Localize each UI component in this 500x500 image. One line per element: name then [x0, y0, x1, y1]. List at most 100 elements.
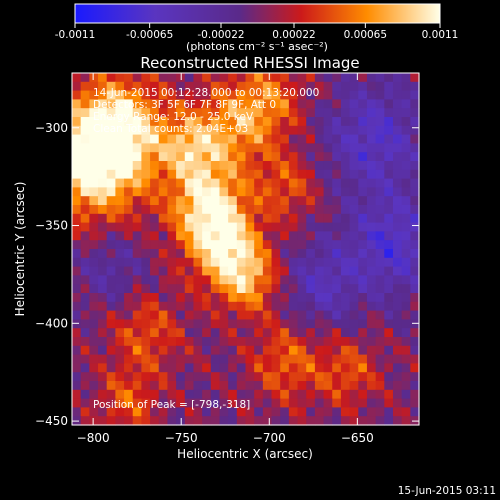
heatmap-cell — [340, 240, 351, 250]
heatmap-cell — [80, 152, 90, 162]
heatmap-cell — [340, 319, 351, 329]
heatmap-cell — [72, 407, 82, 417]
heatmap-cell — [184, 117, 195, 127]
heatmap-cell — [271, 345, 281, 356]
heatmap-cell — [80, 363, 90, 373]
heatmap-cell — [288, 293, 299, 303]
heatmap-cell — [193, 152, 203, 162]
heatmap-cell — [236, 293, 247, 303]
heatmap-cell — [210, 125, 221, 136]
heatmap-cell — [366, 257, 377, 268]
heatmap-cell — [271, 363, 281, 373]
y-tick-label: −400 — [35, 316, 68, 330]
heatmap-cell — [401, 345, 411, 356]
heatmap-cell — [262, 249, 273, 259]
heatmap-cell — [141, 99, 151, 109]
heatmap-cell — [80, 407, 90, 417]
heatmap-cell — [236, 125, 247, 136]
heatmap-cell — [202, 99, 212, 109]
heatmap-cell — [314, 372, 325, 382]
heatmap-cell — [323, 363, 333, 373]
heatmap-cell — [384, 240, 394, 250]
heatmap-cell — [228, 161, 238, 171]
heatmap-cell — [158, 178, 169, 188]
heatmap-cell — [89, 257, 99, 268]
heatmap-cell — [176, 389, 186, 400]
heatmap-cell — [245, 222, 255, 232]
heatmap-cell — [236, 398, 247, 408]
heatmap-cell — [236, 284, 247, 294]
heatmap-cell — [219, 213, 229, 224]
heatmap-cell — [202, 117, 212, 127]
heatmap-cell — [271, 310, 281, 320]
heatmap-cell — [80, 187, 90, 197]
heatmap-cell — [262, 231, 273, 241]
heatmap-cell — [340, 152, 351, 162]
heatmap-cell — [332, 293, 342, 303]
heatmap-cell — [124, 337, 134, 347]
heatmap-cell — [254, 257, 264, 268]
heatmap-cell — [132, 416, 143, 426]
heatmap-cell — [271, 169, 281, 180]
heatmap-cell — [349, 363, 359, 373]
heatmap-cell — [262, 117, 273, 127]
heatmap-cell — [349, 275, 359, 285]
heatmap-cell — [314, 73, 325, 83]
heatmap-cell — [72, 205, 82, 215]
heatmap-cell — [210, 117, 221, 127]
heatmap-cell — [375, 73, 385, 83]
heatmap-cell — [141, 108, 151, 118]
heatmap-cell — [98, 398, 108, 408]
heatmap-cell — [89, 222, 99, 232]
heatmap-cell — [72, 108, 82, 118]
heatmap-cell — [401, 372, 411, 382]
heatmap-cell — [124, 213, 134, 224]
heatmap-cell — [306, 231, 316, 241]
heatmap-cell — [332, 319, 342, 329]
heatmap-cell — [280, 284, 290, 294]
heatmap-cell — [132, 275, 143, 285]
heatmap-cell — [392, 389, 403, 400]
heatmap-cell — [158, 354, 169, 364]
heatmap-cell — [271, 301, 281, 312]
heatmap-cell — [115, 187, 125, 197]
heatmap-cell — [280, 187, 290, 197]
heatmap-cell — [106, 213, 116, 224]
heatmap-cell — [314, 178, 325, 188]
heatmap-cell — [392, 213, 403, 224]
heatmap-cell — [349, 196, 359, 206]
heatmap-cell — [375, 108, 385, 118]
heatmap-cell — [401, 99, 411, 109]
heatmap-cell — [323, 205, 333, 215]
heatmap-cell — [323, 196, 333, 206]
heatmap-cell — [72, 143, 82, 153]
heatmap-cell — [98, 284, 108, 294]
heatmap-cell — [323, 161, 333, 171]
heatmap-cell — [98, 99, 108, 109]
heatmap-cell — [366, 205, 377, 215]
heatmap-cell — [323, 275, 333, 285]
heatmap-cell — [306, 257, 316, 268]
heatmap-cell — [132, 389, 143, 400]
heatmap-cell — [176, 284, 186, 294]
heatmap-cell — [80, 143, 90, 153]
heatmap-cell — [254, 398, 264, 408]
heatmap-cell — [167, 389, 177, 400]
heatmap-cell — [219, 196, 229, 206]
heatmap-cell — [228, 266, 238, 276]
heatmap-cell — [210, 354, 221, 364]
heatmap-cell — [288, 345, 299, 356]
heatmap-cell — [410, 337, 420, 347]
heatmap-cell — [306, 337, 316, 347]
heatmap-cell — [106, 293, 116, 303]
heatmap-cell — [366, 187, 377, 197]
heatmap-cell — [384, 117, 394, 127]
heatmap-cell — [384, 222, 394, 232]
heatmap-cell — [254, 381, 264, 391]
heatmap-cell — [297, 328, 307, 338]
heatmap-cell — [193, 319, 203, 329]
heatmap-cell — [98, 275, 108, 285]
heatmap-cell — [288, 257, 299, 268]
heatmap-cell — [106, 196, 116, 206]
heatmap-cell — [202, 196, 212, 206]
